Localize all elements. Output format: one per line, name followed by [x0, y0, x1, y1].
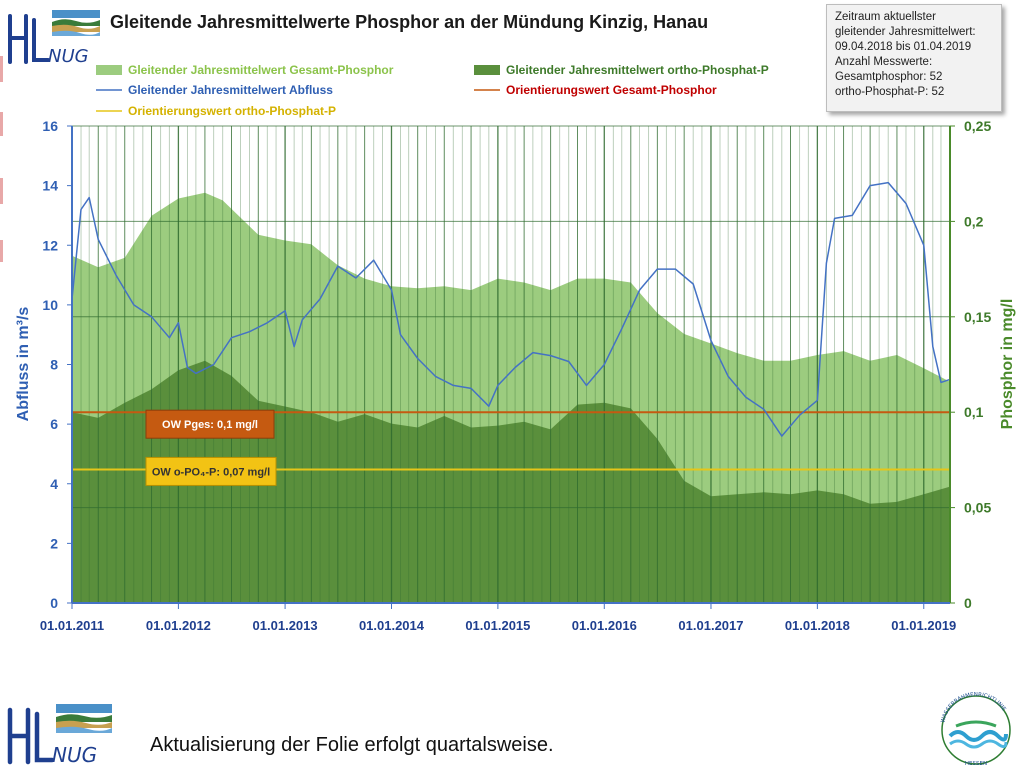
hlnug-logo-footer: NUG: [4, 700, 122, 767]
info-line: Gesamtphosphor: 52: [835, 71, 943, 83]
logo-landscape-icon: [52, 10, 100, 36]
legend-label: Gleitender Jahresmittelwert Gesamt-Phosp…: [128, 63, 394, 77]
info-line: ortho-Phosphat-P: 52: [835, 86, 945, 98]
tick-label-left: 12: [42, 237, 58, 253]
axis-label-left: Abfluss in m³/s: [15, 307, 32, 422]
hlnug-logo: NUG: [4, 6, 108, 67]
logo-landscape-icon: [56, 704, 112, 733]
tick-label-left: 8: [50, 357, 58, 373]
wave-icon: [948, 720, 1008, 749]
left-edge-mark: [0, 240, 3, 262]
tick-label-left: 16: [42, 118, 58, 134]
info-line: Anzahl Messwerte:: [835, 56, 933, 68]
tick-label-bottom: 01.01.2012: [146, 618, 211, 633]
legend-label: Orientierungswert ortho-Phosphat-P: [128, 104, 336, 118]
tick-label-right: 0,2: [964, 213, 984, 229]
tick-label-right: 0,05: [964, 500, 991, 516]
annotation-box-ortho: [145, 456, 277, 486]
legend-swatch: [96, 65, 122, 75]
left-edge-mark: [0, 56, 3, 82]
tick-label-left: 4: [50, 476, 58, 492]
legend-label: Orientierungswert Gesamt-Phosphor: [506, 83, 717, 97]
tick-label-bottom: 01.01.2017: [678, 618, 743, 633]
info-line: 09.04.2018 bis 01.04.2019: [835, 41, 972, 53]
tick-label-right: 0: [964, 595, 972, 611]
tick-label-bottom: 01.01.2015: [465, 618, 530, 633]
legend-label: Gleitender Jahresmittelwert ortho-Phosph…: [506, 63, 769, 77]
tick-label-bottom: 01.01.2016: [572, 618, 637, 633]
tick-label-left: 14: [42, 178, 58, 194]
series-line-abfluss: [71, 181, 951, 437]
tick-label-left: 10: [42, 297, 58, 313]
area-ortho-phosphat: [72, 360, 950, 603]
legend-swatch: [474, 65, 500, 75]
logo-text: NUG: [48, 46, 89, 66]
info-line: Zeitraum aktuellster: [835, 11, 936, 23]
axis-label-right: Phosphor in mg/l: [999, 299, 1016, 430]
logo-text: NUG: [52, 743, 97, 766]
chart-title: Gleitende Jahresmittelwerte Phosphor an …: [110, 12, 709, 32]
annotation-box-gesamt: [145, 409, 275, 439]
tick-label-bottom: 01.01.2011: [40, 618, 104, 633]
chart: Gleitender Jahresmittelwert Gesamt-Phosp…: [15, 63, 1016, 633]
tick-label-bottom: 01.01.2019: [891, 618, 956, 633]
tick-label-left: 6: [50, 416, 58, 432]
left-edge-mark: [0, 178, 3, 204]
tick-label-left: 2: [50, 535, 58, 551]
annotation-label-ortho: OW o-PO₄-P: 0,07 mg/l: [152, 466, 270, 478]
legend-label: Gleitender Jahresmittelwert Abfluss: [128, 83, 333, 97]
info-box: Zeitraum aktuellster gleitender Jahresmi…: [826, 4, 1002, 112]
tick-label-left: 0: [50, 595, 58, 611]
tick-label-right: 0,25: [964, 118, 991, 134]
left-edge-mark: [0, 112, 3, 136]
seal-text-bottom: HESSEN: [965, 761, 987, 767]
info-line: gleitender Jahresmittelwert:: [835, 26, 976, 38]
footer-note: Aktualisierung der Folie erfolgt quartal…: [150, 734, 554, 756]
wrrl-seal: WASSERRAHMENRICHTLINIE HESSEN: [934, 688, 1018, 768]
annotation-label-gesamt: OW Pges: 0,1 mg/l: [162, 419, 258, 431]
tick-label-bottom: 01.01.2014: [359, 618, 425, 633]
tick-label-right: 0,1: [964, 404, 984, 420]
tick-label-bottom: 01.01.2018: [785, 618, 850, 633]
tick-label-bottom: 01.01.2013: [253, 618, 318, 633]
tick-label-right: 0,15: [964, 309, 991, 325]
